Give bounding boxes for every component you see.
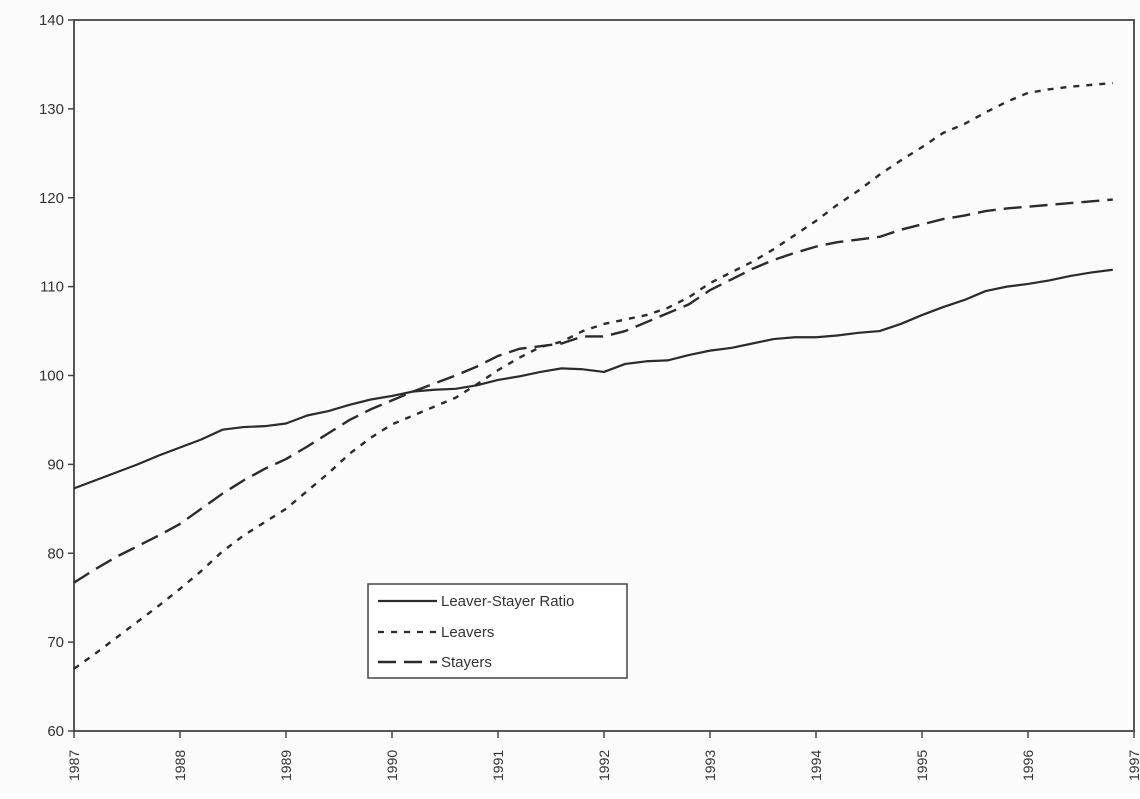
legend-label-leaver-stayer-ratio: Leaver-Stayer Ratio: [441, 593, 574, 610]
y-tick-label: 100: [39, 368, 64, 385]
legend-label-leavers: Leavers: [441, 624, 494, 641]
y-tick-label: 120: [39, 190, 64, 207]
y-tick-label: 110: [40, 279, 64, 296]
x-tick-label: 1993: [702, 750, 718, 781]
x-tick-label: 1990: [384, 750, 400, 781]
y-tick-label: 70: [47, 634, 64, 651]
x-tick-label: 1992: [596, 750, 612, 781]
y-tick-label: 60: [47, 723, 64, 740]
x-tick-label: 1996: [1020, 750, 1036, 781]
legend: Leaver-Stayer Ratio Leavers Stayers: [368, 584, 627, 678]
legend-label-stayers: Stayers: [441, 654, 492, 671]
y-tick-label: 80: [47, 545, 64, 562]
x-tick-label: 1989: [278, 750, 294, 781]
y-tick-label: 90: [47, 456, 64, 473]
x-tick-label: 1997: [1126, 750, 1140, 781]
x-tick-label: 1987: [66, 750, 82, 781]
x-tick-label: 1988: [172, 750, 188, 781]
x-tick-label: 1995: [914, 750, 930, 781]
x-tick-label: 1991: [490, 750, 506, 781]
y-tick-label: 140: [39, 12, 64, 29]
x-tick-label: 1994: [808, 750, 824, 781]
y-tick-label: 130: [39, 101, 64, 118]
